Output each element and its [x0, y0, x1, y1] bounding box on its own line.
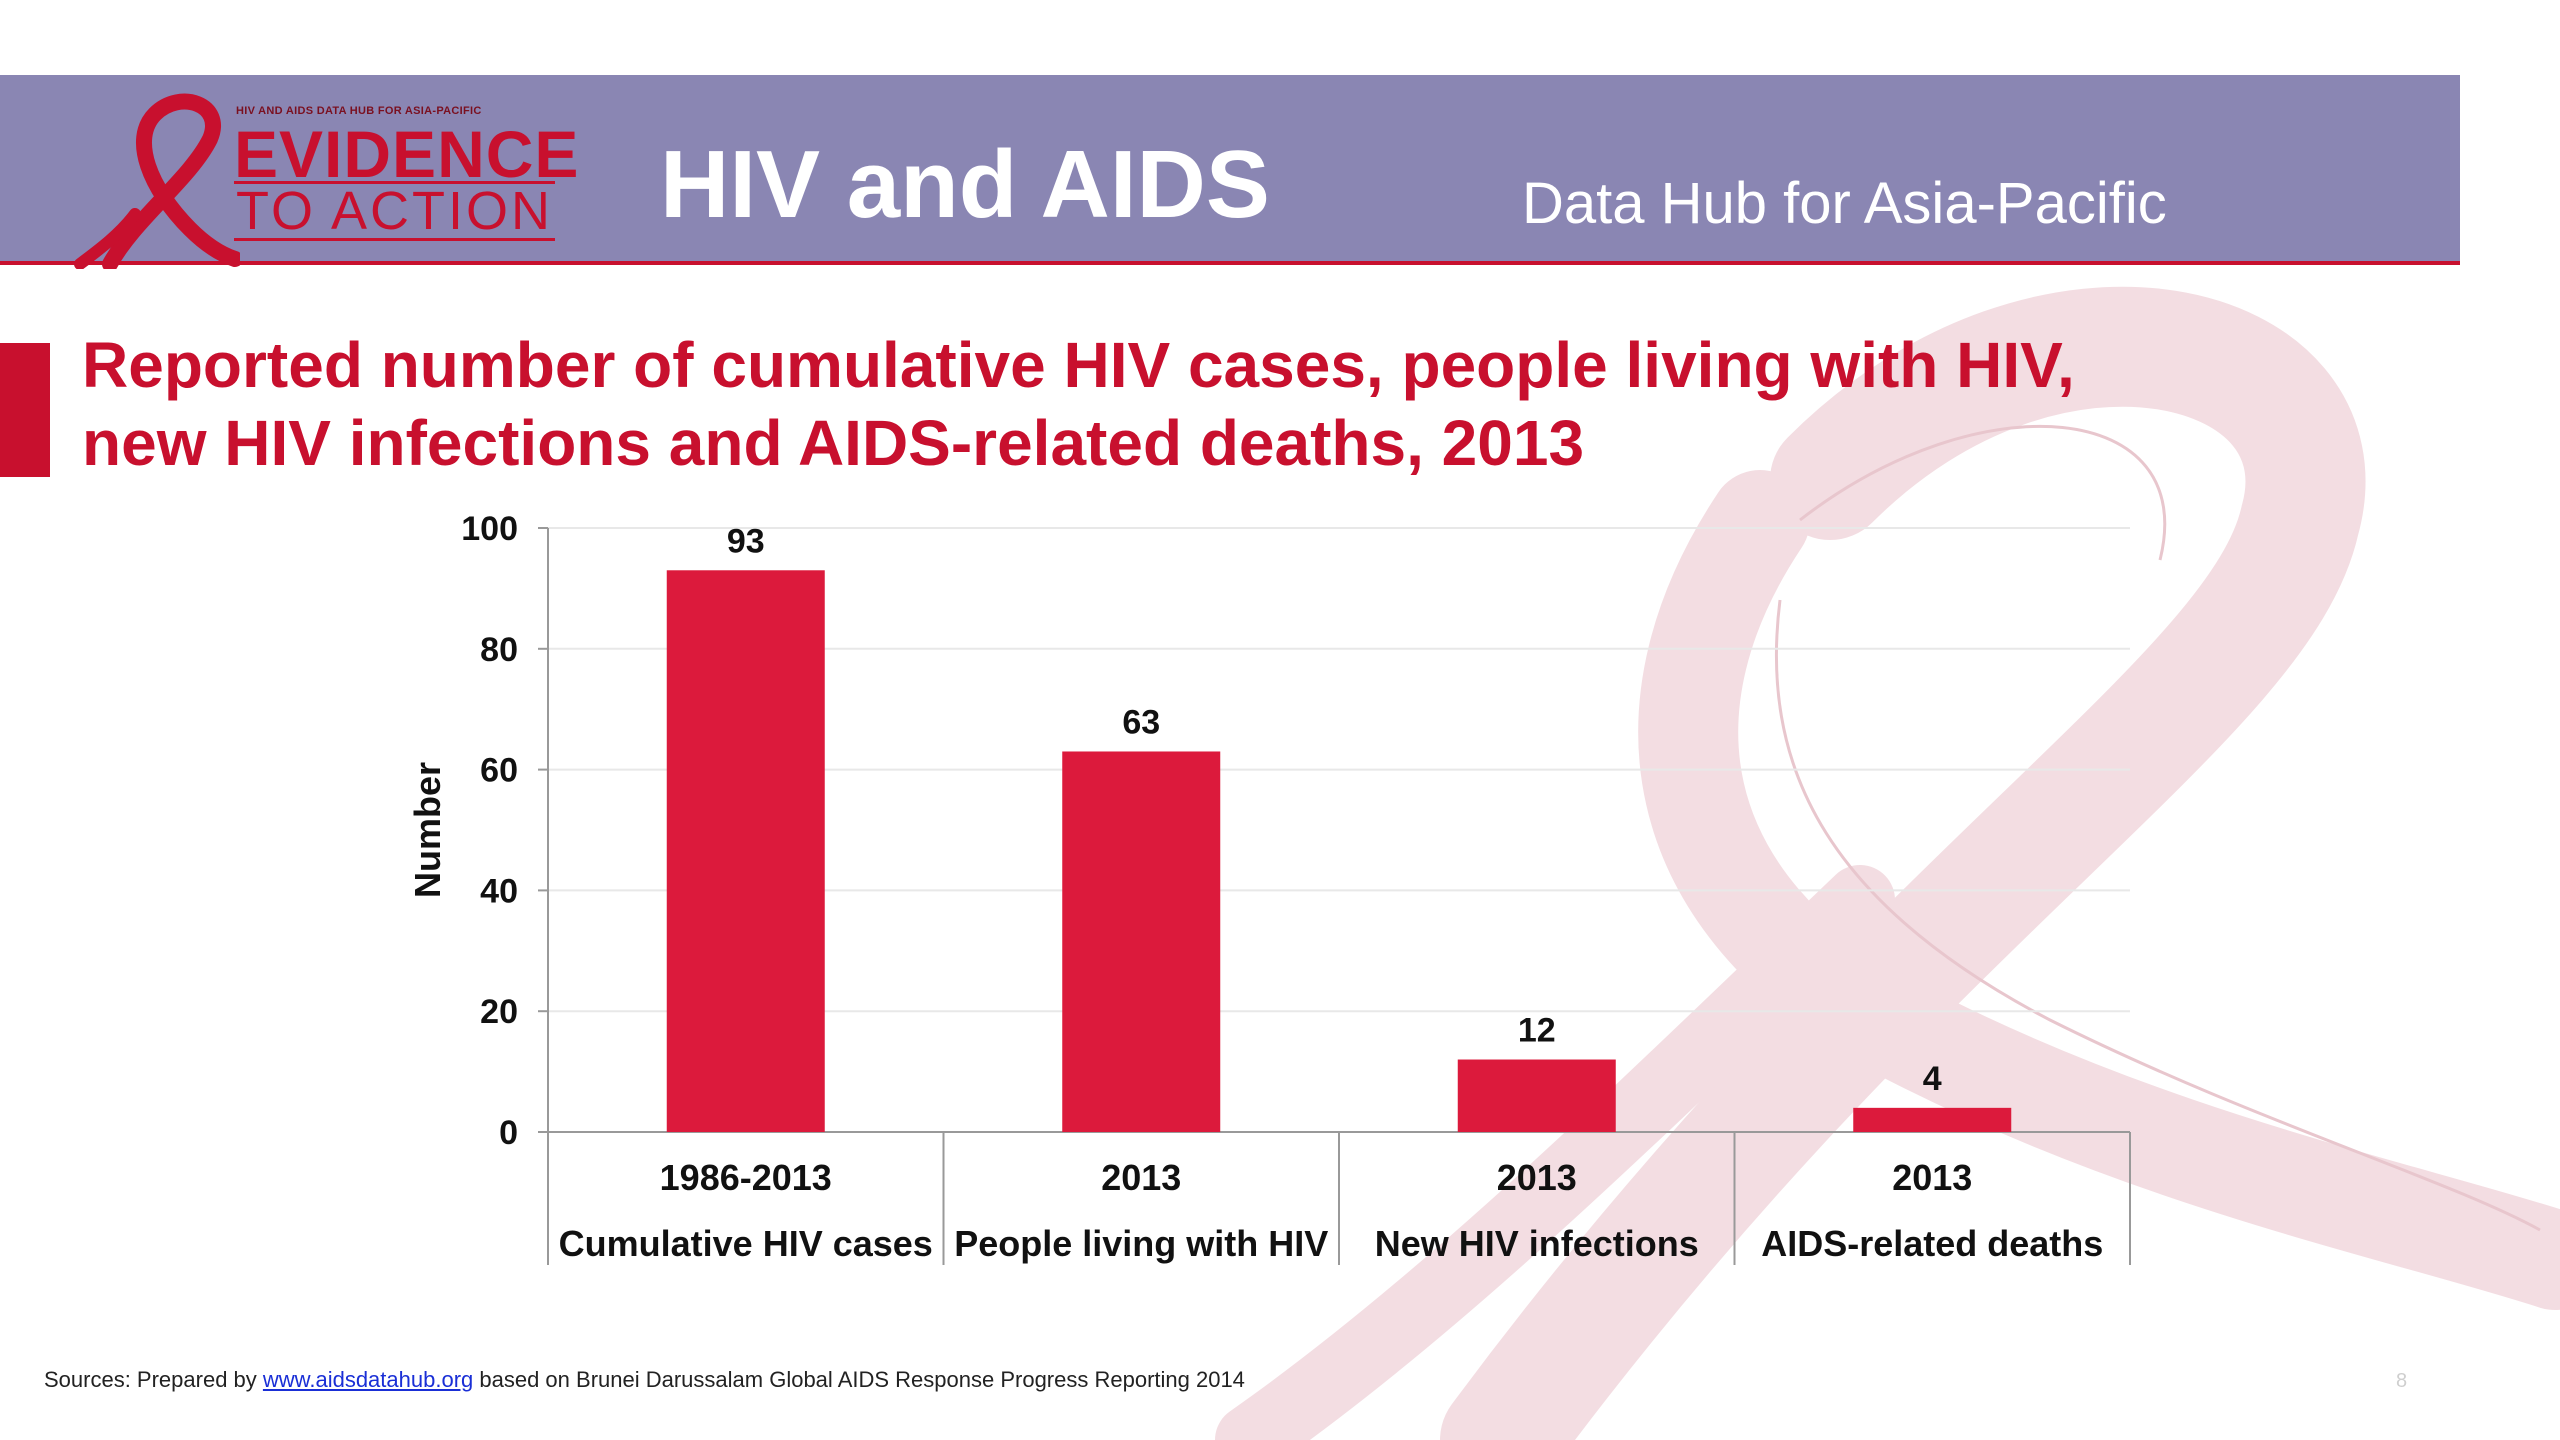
bar: [1062, 751, 1221, 1132]
y-tick-label: 20: [480, 993, 518, 1031]
source-prefix: Sources: Prepared by: [44, 1367, 263, 1392]
x-tick-label-period: 2013: [1101, 1157, 1181, 1198]
banner-title: HIV and AIDS: [660, 131, 1270, 238]
source-link[interactable]: www.aidsdatahub.org: [262, 1367, 474, 1392]
logo-tagline: HIV AND AIDS DATA HUB FOR ASIA-PACIFIC: [236, 105, 482, 117]
header-banner: HIV AND AIDS DATA HUB FOR ASIA-PACIFIC E…: [0, 75, 2460, 269]
source-suffix: based on Brunei Darussalam Global AIDS R…: [473, 1367, 1245, 1392]
data-label: 4: [1923, 1060, 1942, 1098]
data-label: 93: [727, 522, 765, 560]
data-label: 63: [1122, 703, 1160, 741]
slide-title-line1: Reported number of cumulative HIV cases,…: [82, 329, 2075, 401]
x-tick-label-period: 2013: [1892, 1157, 1972, 1198]
bar: [1853, 1107, 2012, 1132]
y-tick-label: 100: [461, 510, 518, 548]
bar: [1457, 1059, 1616, 1132]
x-tick-label-category: AIDS-related deaths: [1761, 1223, 2103, 1264]
slide-title-line2: new HIV infections and AIDS-related deat…: [82, 407, 1585, 479]
red-ribbon-icon: [74, 93, 240, 269]
y-tick-label: 40: [480, 872, 518, 910]
bar: [666, 570, 825, 1132]
logo-to-action-text: TO ACTION: [234, 181, 556, 241]
title-accent-bar: [0, 343, 50, 477]
x-tick-label-category: New HIV infections: [1375, 1223, 1699, 1264]
page-number: 8: [2396, 1370, 2408, 1392]
x-tick-label-category: Cumulative HIV cases: [559, 1223, 933, 1264]
slide-title: Reported number of cumulative HIV cases,…: [82, 326, 2282, 482]
y-tick-label: 0: [499, 1114, 518, 1152]
banner-subtitle: Data Hub for Asia-Pacific: [1522, 171, 2167, 236]
x-tick-label-period: 2013: [1497, 1157, 1577, 1198]
y-tick-label: 80: [480, 631, 518, 669]
x-tick-label-category: People living with HIV: [954, 1223, 1328, 1264]
logo-evidence-text: EVIDENCE: [234, 117, 580, 191]
data-label: 12: [1518, 1012, 1556, 1050]
x-tick-label-period: 1986-2013: [660, 1157, 832, 1198]
y-axis-title: Number: [407, 762, 448, 898]
evidence-to-action-logo: HIV AND AIDS DATA HUB FOR ASIA-PACIFIC E…: [40, 75, 600, 269]
y-tick-label: 60: [480, 752, 518, 790]
source-note: Sources: Prepared by www.aidsdatahub.org…: [44, 1367, 1245, 1393]
